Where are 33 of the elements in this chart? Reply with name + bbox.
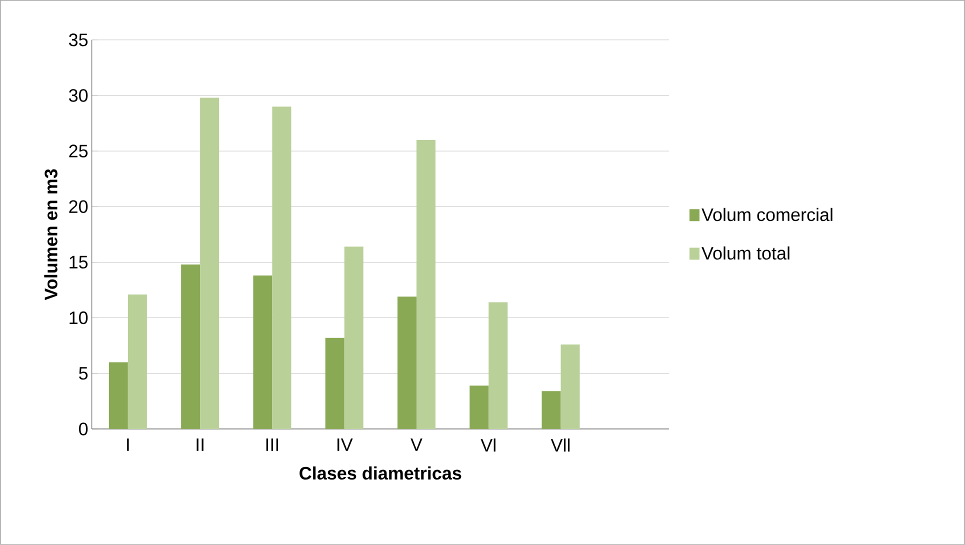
x-tick-label: II: [196, 438, 204, 451]
x-axis-title: Clases diametricas: [300, 466, 462, 480]
y-tick-label: 35: [69, 34, 88, 46]
bar: [470, 386, 489, 430]
bar: [128, 294, 147, 430]
y-tick-label: 15: [70, 256, 88, 269]
bar: [488, 302, 508, 430]
x-tick-label: Vll: [550, 438, 570, 452]
legend-label: Volum total: [702, 246, 790, 260]
bar: [560, 344, 580, 430]
bar: [397, 296, 416, 430]
x-tick-label: IV: [338, 438, 353, 451]
bar: [272, 106, 292, 430]
bar: [108, 362, 128, 430]
y-axis-title: Volumen en m3: [44, 169, 58, 300]
bar: [325, 338, 344, 430]
x-tick-label: Vl: [480, 438, 496, 452]
bar: [416, 140, 436, 430]
bar: [253, 276, 272, 430]
bar: [542, 391, 561, 430]
y-tick-label: 10: [70, 311, 88, 324]
x-tick-label: I: [127, 438, 129, 451]
legend-label: Volum comercial: [702, 208, 832, 222]
y-tick-label: 5: [79, 367, 88, 380]
bar: [181, 264, 200, 430]
y-tick-label: 0: [79, 422, 88, 436]
x-tick-label: V: [410, 438, 422, 451]
y-tick-label: 30: [69, 89, 88, 102]
y-tick-label: 25: [69, 144, 88, 158]
x-tick-label: III: [266, 438, 278, 451]
bar: [200, 98, 220, 430]
y-tick-label: 20: [69, 200, 88, 214]
bar: [344, 246, 364, 430]
